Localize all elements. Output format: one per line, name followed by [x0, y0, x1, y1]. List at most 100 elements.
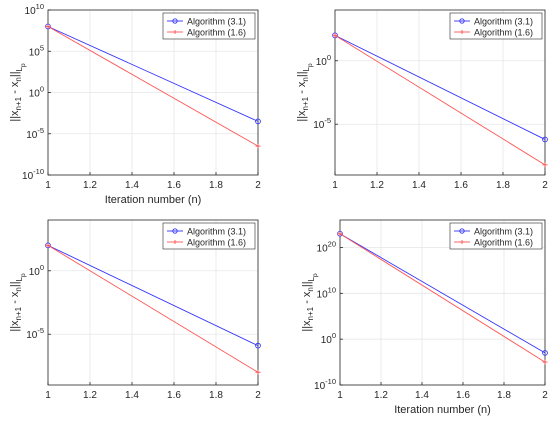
legend-box [449, 12, 543, 40]
legend-label: Algorithm (1.6) [474, 28, 533, 38]
data-point [255, 118, 261, 125]
legend-box [449, 222, 543, 250]
data-point [45, 24, 51, 29]
series-algorithm-1-6 [337, 231, 548, 365]
y-tick-label: 10-10 [22, 167, 44, 182]
x-tick-label: 1.4 [415, 390, 429, 401]
legend: Algorithm (3.1)Algorithm (1.6) [162, 222, 256, 250]
legend-label: Algorithm (1.6) [474, 238, 533, 248]
legend-item: Algorithm (1.6) [454, 238, 533, 248]
legend-box [162, 12, 256, 40]
legend: Algorithm (3.1)Algorithm (1.6) [449, 12, 543, 40]
y-axis-label: ||xn+1 - xn||Lp [9, 63, 27, 122]
series-line [47, 26, 259, 122]
axes-box [47, 219, 259, 386]
x-tick-label: 2 [542, 180, 548, 191]
x-tick-label: 1.4 [125, 180, 139, 191]
series-algorithm-1-6 [45, 24, 261, 149]
y-tick-label: 10-5 [26, 126, 44, 141]
y-tick-label: 105 [29, 43, 44, 58]
chart-panel-2: 1 1.2 1.4 1.6 1.8 2 100 10-5||xn+1 - xn||Lp Algo… [296, 9, 548, 191]
data-point [337, 231, 343, 237]
x-tick-label: 1 [332, 180, 338, 191]
x-tick-label: 1.8 [209, 180, 223, 191]
x-tick-label: 1.4 [125, 390, 139, 401]
y-tick-label: 100 [29, 85, 44, 100]
legend-item: Algorithm (1.6) [167, 238, 246, 248]
legend-item: Algorithm (3.1) [167, 227, 246, 237]
legend: Algorithm (3.1)Algorithm (1.6) [449, 222, 543, 250]
x-tick-label: 1 [45, 180, 51, 191]
legend-label: Algorithm (3.1) [187, 227, 246, 237]
legend-item: Algorithm (3.1) [454, 227, 533, 237]
data-point [542, 359, 548, 365]
legend-label: Algorithm (3.1) [474, 17, 533, 27]
y-tick-label: 1020 [317, 240, 336, 255]
x-axis-label: Iteration number (n) [105, 194, 202, 206]
y-tick-label: 10-10 [314, 377, 336, 392]
chart-panel-4: 1 1.2 1.4 1.6 1.8 2 1020 1010 100 10-10 Iteration … [301, 219, 548, 416]
series-line [334, 34, 546, 140]
chart-panel-1: 1 1.2 1.4 1.6 1.8 2 1010 105 100 10-5 10-10 Iterati… [9, 2, 261, 206]
axes-box [334, 9, 546, 176]
y-axis-label: ||xn+1 - xn||Lp [301, 273, 319, 332]
x-tick-label: 1.2 [83, 180, 97, 191]
y-tick-label: 1010 [25, 2, 44, 17]
data-point [255, 143, 261, 149]
legend-item: Algorithm (3.1) [454, 17, 533, 27]
legend-marker [172, 18, 178, 24]
series-line [334, 35, 546, 166]
data-point [542, 162, 548, 168]
x-tick-label: 1.8 [209, 390, 223, 401]
data-point [542, 350, 548, 356]
series-line [47, 244, 259, 373]
x-tick-label: 1.6 [167, 390, 181, 401]
series-line [339, 233, 546, 363]
legend-label: Algorithm (1.6) [187, 238, 246, 248]
x-tick-label: 1.8 [496, 180, 510, 191]
x-tick-label: 1.4 [412, 180, 426, 191]
legend-item: Algorithm (1.6) [167, 28, 246, 38]
x-tick-label: 1.2 [370, 180, 384, 191]
legend-label: Algorithm (1.6) [187, 28, 246, 38]
x-tick-label: 1 [45, 390, 51, 401]
legend-item: Algorithm (1.6) [454, 28, 533, 38]
x-tick-label: 2 [542, 390, 548, 401]
legend-marker [172, 228, 178, 234]
legend-marker [459, 228, 465, 234]
x-tick-label: 1.6 [454, 180, 468, 191]
legend-marker [459, 18, 465, 24]
y-tick-label: 1010 [317, 285, 336, 300]
axes-box [339, 219, 546, 386]
x-tick-label: 1.8 [497, 390, 511, 401]
legend-label: Algorithm (3.1) [474, 227, 533, 237]
legend-box [162, 222, 256, 250]
data-point [255, 369, 261, 375]
series-line [339, 233, 546, 354]
x-tick-label: 1.6 [456, 390, 470, 401]
x-tick-label: 2 [255, 390, 261, 401]
data-point [542, 136, 548, 143]
series-algorithm-1-6 [332, 32, 548, 168]
legend-label: Algorithm (3.1) [187, 17, 246, 27]
x-tick-label: 2 [255, 180, 261, 191]
y-axis-label: ||xn+1 - xn||Lp [9, 273, 27, 332]
chart-panel-3: 1 1.2 1.4 1.6 1.8 2 100 10-5||xn+1 - xn||Lp Algo… [9, 219, 261, 401]
series-algorithm-1-6 [45, 242, 261, 375]
y-tick-label: 10-5 [26, 326, 44, 341]
y-tick-label: 100 [29, 263, 44, 278]
series-line [47, 26, 259, 147]
x-tick-label: 1.2 [374, 390, 388, 401]
x-axis-label: Iteration number (n) [394, 404, 491, 416]
y-tick-label: 100 [316, 53, 331, 68]
legend: Algorithm (3.1)Algorithm (1.6) [162, 12, 256, 40]
y-tick-label: 10-5 [313, 116, 331, 131]
data-point [332, 32, 338, 38]
x-tick-label: 1.2 [83, 390, 97, 401]
y-tick-label: 100 [321, 331, 336, 346]
series-line [47, 244, 259, 347]
x-tick-label: 1.6 [167, 180, 181, 191]
x-tick-label: 1 [337, 390, 343, 401]
legend-item: Algorithm (3.1) [167, 17, 246, 27]
